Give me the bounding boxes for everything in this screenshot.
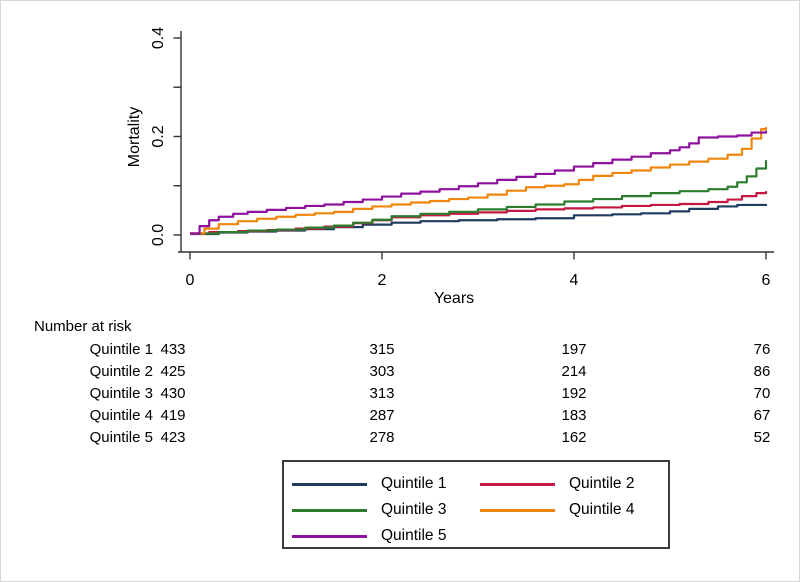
risk-count: 425: [160, 363, 186, 380]
y-axis-title: Mortality: [126, 107, 143, 167]
risk-row-label: Quintile 3: [89, 385, 153, 402]
legend-line-swatch: [292, 534, 367, 538]
legend-label: Quintile 4: [569, 501, 635, 518]
risk-count: 214: [561, 363, 587, 380]
legend-line-swatch: [292, 508, 367, 512]
risk-count: 313: [369, 385, 395, 402]
risk-row-label: Quintile 1: [89, 341, 153, 358]
legend-item-quintile-3: Quintile 3: [292, 501, 480, 519]
risk-row-label: Quintile 2: [89, 363, 153, 380]
x-tick-label: 6: [762, 272, 771, 289]
risk-count: 76: [753, 341, 771, 358]
legend-line-swatch: [292, 482, 367, 486]
legend-line-swatch: [480, 482, 555, 486]
risk-row-label: Quintile 5: [89, 429, 153, 446]
y-tick-label: 0.2: [150, 125, 167, 147]
number-at-risk-table: Number at risk Quintile 1 433 315 197 76 Quin…: [1, 311, 799, 457]
axis-ticks: 0 2 4 6 0.0 0.2 0.4: [150, 27, 771, 289]
legend-label: Quintile 5: [381, 527, 447, 544]
curve-quintile-4: [190, 127, 768, 235]
mortality-chart: 0 2 4 6 0.0 0.2 0.4 Mortality Years: [126, 27, 774, 307]
legend-item-quintile-1: Quintile 1: [292, 475, 480, 493]
survival-curves: [190, 127, 768, 236]
risk-row-quintile-2: Quintile 2 425 303 214 86: [1, 363, 799, 381]
risk-count: 430: [160, 385, 186, 402]
chart-legend: Quintile 1 Quintile 2 Quintile 3 Quintile 4…: [282, 460, 670, 549]
risk-row-label: Quintile 4: [89, 407, 153, 424]
risk-row-quintile-1: Quintile 1 433 315 197 76: [1, 341, 799, 359]
risk-count: 183: [561, 407, 587, 424]
legend-row: Quintile 3 Quintile 4: [292, 497, 668, 523]
risk-row-quintile-4: Quintile 4 419 287 183 67: [1, 407, 799, 425]
risk-count: 287: [369, 407, 395, 424]
risk-count: 67: [753, 407, 771, 424]
risk-row-quintile-5: Quintile 5 423 278 162 52: [1, 429, 799, 447]
x-tick-label: 4: [570, 272, 579, 289]
legend-item-quintile-2: Quintile 2: [480, 475, 668, 493]
risk-count: 315: [369, 341, 395, 358]
risk-count: 192: [561, 385, 587, 402]
risk-count: 197: [561, 341, 587, 358]
x-tick-label: 0: [186, 272, 195, 289]
legend-label: Quintile 3: [381, 501, 447, 518]
legend-item-quintile-4: Quintile 4: [480, 501, 668, 519]
risk-count: 52: [753, 429, 771, 446]
risk-row-quintile-3: Quintile 3 430 313 192 70: [1, 385, 799, 403]
legend-row: Quintile 1 Quintile 2: [292, 471, 668, 497]
risk-table-title: Number at risk: [34, 318, 132, 335]
legend-item-quintile-5: Quintile 5: [292, 527, 496, 545]
legend-line-swatch: [480, 508, 555, 512]
x-axis-title: Years: [434, 290, 474, 307]
legend-label: Quintile 2: [569, 475, 635, 492]
y-tick-label: 0.4: [150, 27, 167, 49]
risk-count: 70: [753, 385, 771, 402]
risk-count: 423: [160, 429, 186, 446]
risk-count: 278: [369, 429, 395, 446]
legend-row: Quintile 5: [292, 523, 668, 549]
curve-quintile-5: [190, 130, 768, 235]
risk-count: 86: [753, 363, 771, 380]
risk-count: 433: [160, 341, 186, 358]
risk-count: 419: [160, 407, 186, 424]
x-tick-label: 2: [378, 272, 387, 289]
curve-quintile-3: [190, 160, 768, 235]
risk-count: 162: [561, 429, 587, 446]
y-tick-label: 0.0: [150, 224, 167, 246]
legend-label: Quintile 1: [381, 475, 447, 492]
risk-count: 303: [369, 363, 395, 380]
